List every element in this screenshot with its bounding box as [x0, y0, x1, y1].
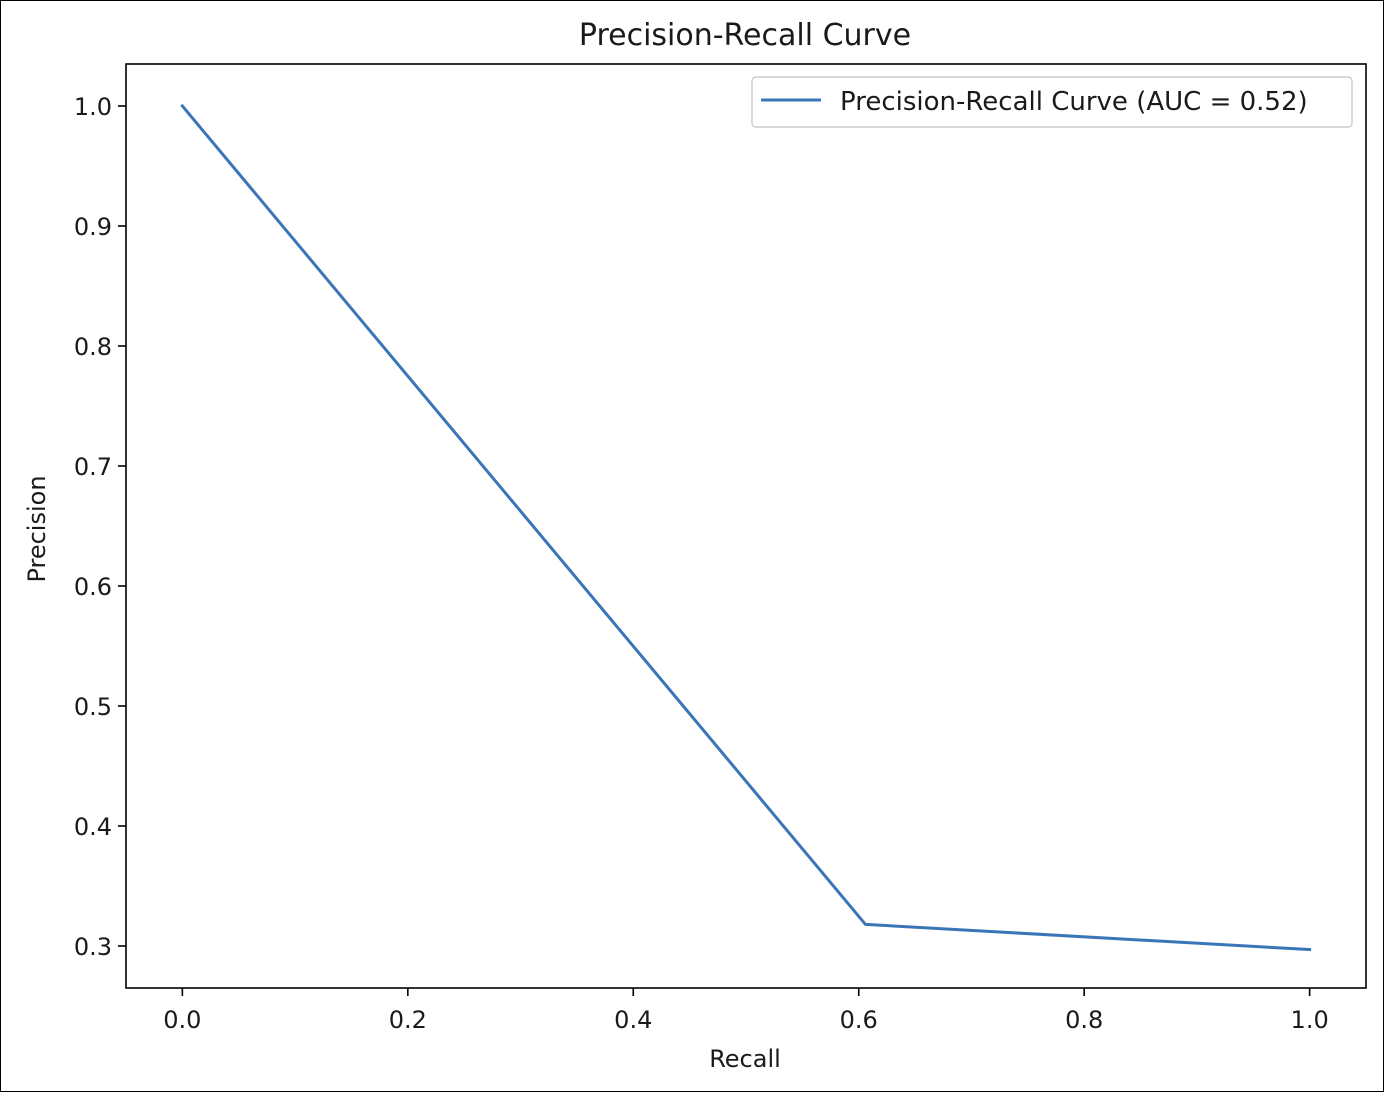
y-tick-label: 0.8 — [74, 333, 112, 361]
y-tick-label: 0.4 — [74, 813, 112, 841]
x-tick-label: 0.2 — [389, 1006, 427, 1034]
x-tick-label: 1.0 — [1291, 1006, 1329, 1034]
x-tick-label: 0.0 — [163, 1006, 201, 1034]
series-layer — [180, 103, 1312, 952]
x-tick-label: 0.8 — [1065, 1006, 1103, 1034]
y-tick-label: 0.3 — [74, 933, 112, 961]
x-tick-label: 0.4 — [614, 1006, 652, 1034]
y-tick-label: 0.7 — [74, 453, 112, 481]
y-tick-label: 1.0 — [74, 93, 112, 121]
y-tick-label: 0.9 — [74, 213, 112, 241]
legend-box — [751, 76, 1353, 128]
plot-area — [125, 63, 1367, 989]
x-axis-label: Recall — [709, 1045, 781, 1073]
series-line — [180, 103, 1312, 952]
legend-label: Precision-Recall Curve (AUC = 0.52) — [840, 87, 1308, 117]
ticks-layer: 0.0 0.2 0.4 0.6 0.8 1.0 0.3 0.4 0.5 0.6 0.7 0.8 0.9 1… — [74, 93, 1329, 1034]
y-tick-label: 0.6 — [74, 573, 112, 601]
y-axis-label: Precision — [23, 475, 51, 582]
y-tick-label: 0.5 — [74, 693, 112, 721]
legend: Precision-Recall Curve (AUC = 0.52) — [751, 76, 1353, 128]
chart-title: Precision-Recall Curve — [579, 18, 911, 53]
x-tick-label: 0.6 — [840, 1006, 878, 1034]
